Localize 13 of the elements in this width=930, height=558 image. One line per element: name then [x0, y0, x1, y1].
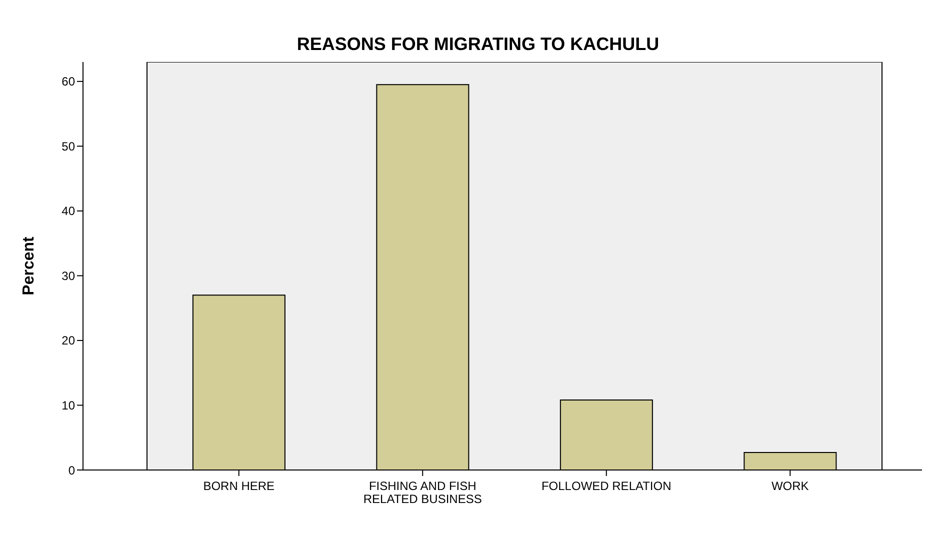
- x-tick-label: FISHING AND FISH RELATED BUSINESS: [363, 479, 482, 506]
- x-tick-label: WORK: [771, 479, 809, 493]
- y-tick-label: 20: [62, 334, 76, 348]
- y-tick-label: 60: [62, 74, 76, 89]
- y-axis-title: Percent: [20, 236, 38, 296]
- x-tick-label: FOLLOWED RELATION: [541, 479, 672, 493]
- chart-title: REASONS FOR MIGRATING TO KACHULU: [296, 34, 660, 55]
- y-tick-label: 0: [68, 463, 76, 478]
- y-tick-label: 50: [62, 139, 76, 154]
- y-tick-label: 30: [62, 268, 76, 283]
- x-tick-label: BORN HERE: [203, 479, 275, 493]
- y-tick-label: 10: [62, 398, 76, 412]
- y-tick-label: 40: [62, 204, 76, 218]
